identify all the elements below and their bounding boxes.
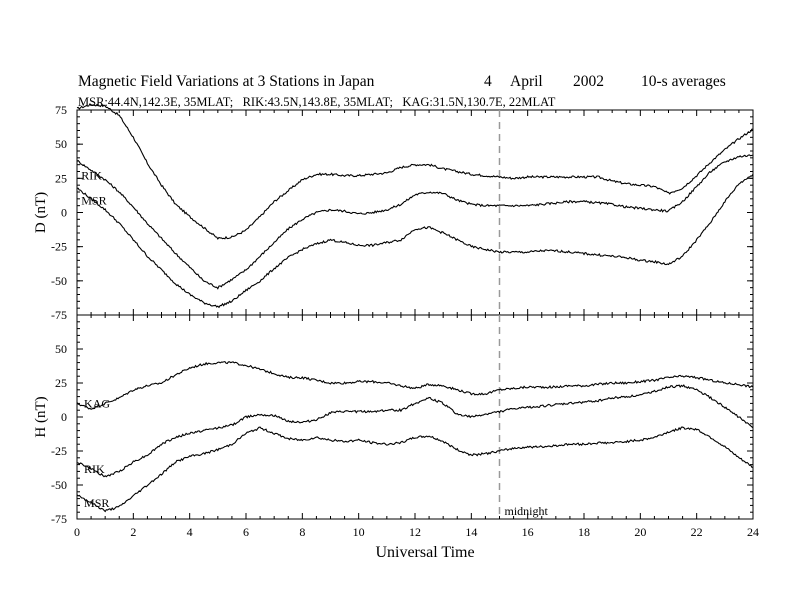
series-line-msr xyxy=(76,426,754,513)
y-axis-label: D (nT) xyxy=(33,192,49,233)
x-tick-label: 2 xyxy=(130,525,136,539)
x-tick-label: 24 xyxy=(747,525,759,539)
y-tick-label: 25 xyxy=(55,171,67,185)
d-component-panel: -75 -50 -25 0 25 50 75 D (nT) RIK MSR xyxy=(33,103,754,322)
x-tick-label: 6 xyxy=(243,525,249,539)
x-tick-label: 4 xyxy=(187,525,193,539)
y-tick-label: -25 xyxy=(51,444,67,458)
series-line-msr xyxy=(76,173,754,309)
y-tick-label: 50 xyxy=(55,342,67,356)
x-tick-label: 22 xyxy=(691,525,703,539)
x-tick-label: 12 xyxy=(409,525,421,539)
y-axis-label: H (nT) xyxy=(33,396,49,437)
station-label-rik: RIK xyxy=(84,462,105,476)
station-label-rik: RIK xyxy=(81,169,102,183)
y-tick-label: -25 xyxy=(51,240,67,254)
title-year: 2002 xyxy=(573,73,604,90)
y-tick-label: -50 xyxy=(51,478,67,492)
y-tick-label: -50 xyxy=(51,274,67,288)
plot-frame xyxy=(76,314,754,520)
x-tick-label: 16 xyxy=(522,525,534,539)
station-label-kag: KAG xyxy=(84,396,110,410)
y-tick-label: 75 xyxy=(55,103,67,117)
plot-frame xyxy=(76,109,754,316)
chart-title: Magnetic Field Variations at 3 Stations … xyxy=(78,73,758,93)
y-tick-label: -75 xyxy=(51,308,67,322)
station-label-msr: MSR xyxy=(81,193,106,207)
y-tick-label: 50 xyxy=(55,137,67,151)
station-label-msr: MSR xyxy=(84,496,109,510)
y-tick-label: 0 xyxy=(61,410,67,424)
series-line-kag xyxy=(76,360,754,410)
title-day: 4 xyxy=(484,73,492,90)
x-tick-label: 8 xyxy=(299,525,305,539)
title-month: April xyxy=(510,73,543,90)
x-tick-label: 10 xyxy=(353,525,365,539)
title-text: Magnetic Field Variations at 3 Stations … xyxy=(78,73,375,90)
title-averaging: 10-s averages xyxy=(641,73,726,90)
series-line-rik xyxy=(76,154,754,290)
x-tick-label: 18 xyxy=(578,525,590,539)
y-tick-label: -75 xyxy=(51,512,67,526)
series-line-unlabeled xyxy=(76,103,754,240)
series-line-rik xyxy=(76,384,754,478)
x-tick-label: 14 xyxy=(465,525,477,539)
midnight-label: midnight xyxy=(505,504,549,518)
y-tick-label: 25 xyxy=(55,376,67,390)
x-axis-label: Universal Time xyxy=(375,544,474,561)
y-tick-label: 0 xyxy=(61,206,67,220)
x-tick-label: 0 xyxy=(74,525,80,539)
station-coordinates: MSR:44.4N,142.3E, 35MLAT; RIK:43.5N,143.… xyxy=(78,95,556,109)
x-tick-label: 20 xyxy=(634,525,646,539)
